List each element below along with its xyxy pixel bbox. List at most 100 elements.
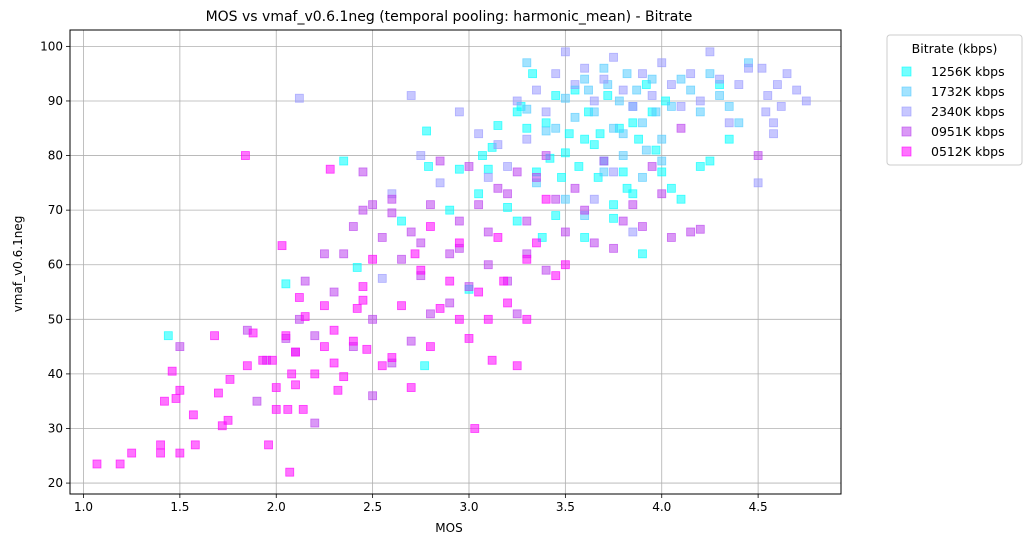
data-point <box>599 156 609 166</box>
data-point <box>589 96 599 106</box>
legend-label: 0512K kbps <box>931 144 1005 159</box>
data-point <box>657 156 667 166</box>
data-point <box>358 205 368 215</box>
data-point <box>651 145 661 155</box>
data-point <box>599 63 609 73</box>
data-point <box>532 172 541 182</box>
data-point <box>522 216 532 226</box>
y-axis-label: vmaf_v0.6.1neg <box>11 216 25 313</box>
data-point <box>589 140 599 150</box>
data-point <box>406 227 416 237</box>
y-tick-label: 100 <box>40 39 63 53</box>
data-point <box>580 74 590 84</box>
data-point <box>570 183 580 193</box>
data-point <box>695 162 705 171</box>
data-point <box>609 52 618 62</box>
data-point <box>171 394 181 403</box>
data-point <box>734 118 744 128</box>
data-point <box>445 205 455 215</box>
data-point <box>300 276 310 286</box>
legend-label: 1256K kbps <box>931 64 1005 79</box>
data-point <box>426 309 435 319</box>
data-point <box>241 151 250 160</box>
data-point <box>483 227 493 237</box>
data-point <box>175 385 185 395</box>
data-point <box>628 200 638 210</box>
x-axis-label: MOS <box>435 521 462 535</box>
data-point <box>333 385 343 395</box>
data-point <box>686 227 696 237</box>
data-point <box>522 104 532 114</box>
data-point <box>584 85 593 95</box>
data-point <box>705 47 715 57</box>
data-point <box>647 91 657 100</box>
data-point <box>724 118 734 128</box>
x-tick-label: 2.0 <box>267 500 286 514</box>
data-point <box>454 164 464 174</box>
y-tick-label: 80 <box>48 149 63 163</box>
data-point <box>435 156 445 166</box>
data-point <box>271 404 281 414</box>
data-point <box>445 298 455 308</box>
data-point <box>329 325 339 335</box>
data-point <box>325 164 335 174</box>
data-point <box>416 238 426 248</box>
data-point <box>580 134 590 144</box>
data-point <box>188 410 198 420</box>
data-point <box>512 361 522 371</box>
data-point <box>522 123 532 133</box>
data-point <box>632 85 642 95</box>
data-point <box>339 156 349 166</box>
data-point <box>641 80 651 89</box>
data-point <box>618 151 628 160</box>
data-point <box>487 355 497 365</box>
legend-label: 0951K kbps <box>931 124 1005 139</box>
data-point <box>686 85 696 95</box>
data-point <box>647 74 657 84</box>
data-points <box>92 47 811 477</box>
data-point <box>464 162 474 171</box>
data-point <box>242 361 252 371</box>
data-point <box>127 448 137 458</box>
legend-marker <box>901 126 912 137</box>
data-point <box>801 96 811 106</box>
y-tick-label: 20 <box>48 476 63 490</box>
data-point <box>223 415 233 425</box>
data-point <box>724 134 734 144</box>
data-point <box>753 178 763 188</box>
data-point <box>163 331 173 341</box>
data-point <box>580 205 590 215</box>
data-point <box>628 189 638 199</box>
data-point <box>657 134 667 144</box>
data-point <box>156 448 165 458</box>
data-point <box>676 194 686 204</box>
plot-frame <box>69 29 842 495</box>
data-point <box>454 314 464 324</box>
data-point <box>420 361 430 371</box>
data-point <box>541 118 551 128</box>
y-tick-label: 60 <box>48 258 63 272</box>
data-point <box>570 80 580 89</box>
data-point <box>377 361 387 371</box>
data-point <box>298 404 308 414</box>
data-point <box>406 336 416 346</box>
data-point <box>416 151 426 160</box>
data-point <box>695 224 705 234</box>
data-point <box>560 260 570 270</box>
data-point <box>551 211 561 221</box>
legend-box <box>886 34 1023 166</box>
chart-title: MOS vs vmaf_v0.6.1neg (temporal pooling:… <box>206 9 693 25</box>
data-point <box>599 74 609 84</box>
data-point <box>214 388 223 398</box>
data-point <box>676 102 686 111</box>
data-point <box>570 112 580 122</box>
data-point <box>557 172 566 182</box>
data-point <box>368 314 378 324</box>
data-point <box>499 276 509 286</box>
data-point <box>628 118 638 128</box>
data-point <box>483 172 493 182</box>
data-point <box>580 63 590 73</box>
data-point <box>410 249 420 259</box>
data-point <box>512 216 522 226</box>
